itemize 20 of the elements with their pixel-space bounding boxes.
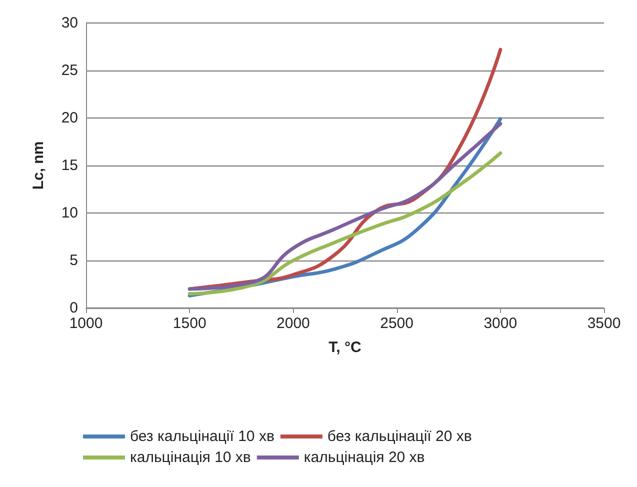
y-tick-label: 15 bbox=[61, 157, 78, 174]
y-tick-label: 25 bbox=[61, 62, 78, 79]
y-tick-label: 0 bbox=[70, 300, 78, 316]
y-tick-label: 10 bbox=[61, 204, 78, 222]
x-tick-label: 1000 bbox=[69, 315, 103, 332]
legend-label: без кальцінації 20 хв bbox=[327, 428, 472, 445]
x-tick-label: 2000 bbox=[276, 315, 310, 332]
x-tick-label: 3500 bbox=[587, 315, 621, 332]
line-series bbox=[188, 151, 502, 296]
y-tick-label: 5 bbox=[70, 252, 78, 269]
y-tick-label: 30 bbox=[61, 14, 78, 32]
legend-label: без кальцінації 10 хв bbox=[130, 428, 274, 445]
legend-label: кальцінація 10 хв bbox=[130, 449, 251, 466]
x-tick-label: 2500 bbox=[380, 315, 414, 332]
x-axis-title: T, °C bbox=[328, 339, 362, 356]
legend-label: кальцінація 20 хв bbox=[304, 449, 425, 466]
y-axis-title: Lc, nm bbox=[30, 141, 47, 190]
y-tick-label: 20 bbox=[61, 110, 78, 126]
x-tick-label: 3000 bbox=[484, 315, 518, 332]
x-tick-label: 1500 bbox=[172, 315, 206, 332]
